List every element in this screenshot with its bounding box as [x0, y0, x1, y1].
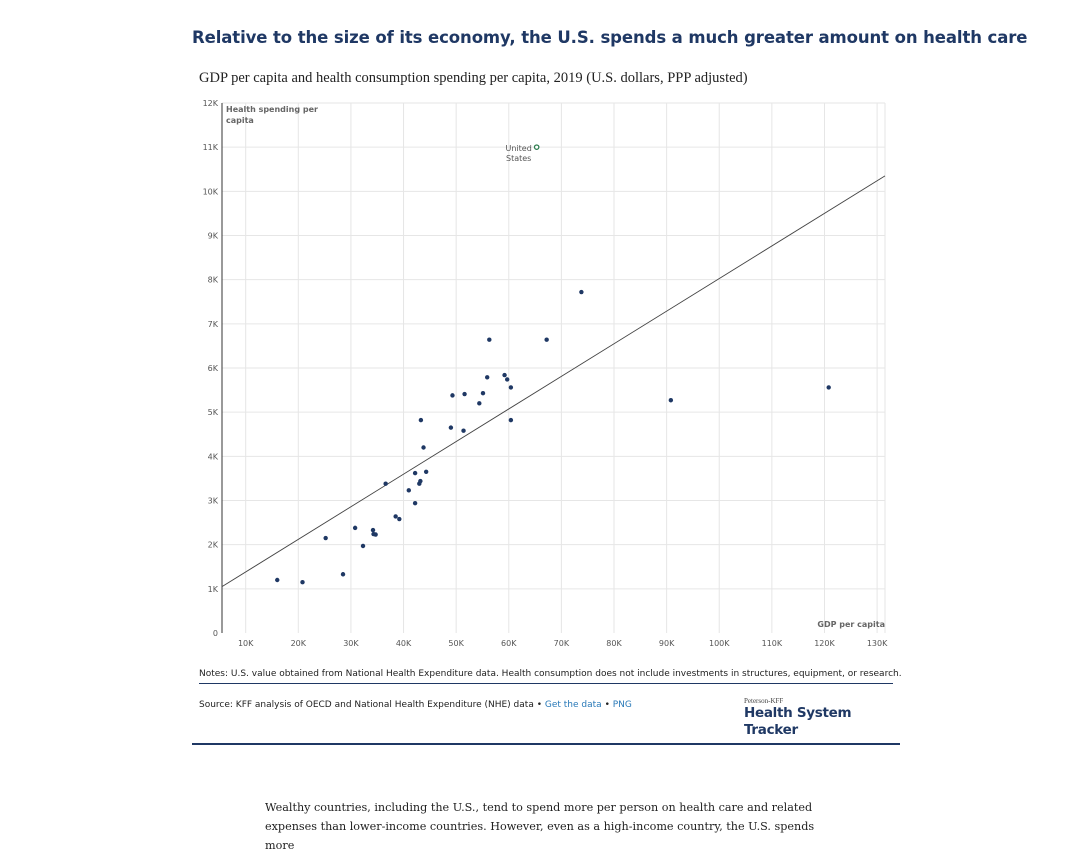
us-point-label: United [506, 144, 532, 153]
x-tick-label: 60K [501, 639, 517, 648]
data-point [323, 535, 328, 541]
x-tick-label: 10K [238, 639, 254, 648]
x-tick-label: 20K [291, 639, 307, 648]
data-point [579, 289, 584, 295]
data-point [340, 572, 346, 577]
data-point [406, 488, 411, 493]
x-tick-label: 80K [606, 639, 622, 648]
data-point [383, 481, 388, 486]
article-paragraph: Wealthy countries, including the U.S., t… [265, 801, 815, 852]
logo-subtext: Peterson-KFF [744, 697, 784, 705]
scatter-chart: 0 1K 2K 3K 4K 5K 6K 7K 8K 9K 10K 11K 12K 10K 20K 30K 40K… [203, 99, 889, 648]
data-point [423, 469, 429, 474]
data-point [393, 514, 398, 519]
chart-notes: Notes: U.S. value obtained from National… [199, 669, 902, 679]
data-point [480, 390, 486, 396]
data-point [504, 377, 510, 382]
x-tick-label: 100K [709, 639, 730, 648]
y-tick-label: 9K [208, 232, 219, 241]
us-data-point [533, 144, 540, 151]
data-point [421, 445, 426, 450]
x-tick-label: 90K [659, 639, 675, 648]
y-tick-label: 7K [208, 320, 219, 329]
y-tick-label: 8K [208, 276, 219, 285]
data-point [462, 391, 467, 397]
data-point [450, 393, 455, 398]
x-tick-label: 130K [867, 639, 888, 648]
data-point [448, 425, 454, 430]
y-tick-label: 0 [213, 629, 218, 638]
data-point [373, 532, 378, 537]
png-link[interactable]: PNG [612, 700, 632, 710]
y-tick-label: 10K [203, 187, 219, 196]
data-point [485, 375, 490, 380]
data-point [668, 398, 674, 403]
x-axis-title: GDP per capita [817, 620, 885, 629]
axis-labels: 0 1K 2K 3K 4K 5K 6K 7K 8K 9K 10K 11K 12K 10K 20K 30K 40K… [203, 99, 889, 648]
data-point [508, 385, 514, 390]
trend-line-group [221, 175, 886, 588]
divider-thin [199, 683, 893, 684]
health-system-tracker-logo[interactable]: Peterson-KFF Health System Tracker [744, 697, 894, 739]
y-axis-title: capita [226, 116, 254, 125]
data-point [418, 478, 423, 484]
data-point [418, 417, 424, 423]
y-tick-label: 5K [208, 408, 219, 417]
data-point [412, 500, 418, 506]
divider-thick [192, 743, 900, 745]
y-tick-label: 2K [208, 541, 219, 550]
y-tick-label: 3K [208, 497, 219, 506]
data-point [508, 417, 514, 423]
y-tick-label: 11K [203, 143, 219, 152]
data-point [412, 470, 418, 476]
x-tick-label: 70K [554, 639, 570, 648]
x-tick-label: 40K [396, 639, 412, 648]
y-tick-label: 4K [208, 452, 219, 461]
chart-title: Relative to the size of its economy, the… [192, 28, 1028, 47]
data-point [370, 527, 376, 533]
data-point [275, 577, 280, 583]
y-tick-label: 12K [203, 99, 219, 108]
data-points [275, 144, 831, 585]
x-tick-label: 120K [814, 639, 835, 648]
x-tick-label: 50K [448, 639, 464, 648]
data-point [461, 428, 466, 433]
data-point [477, 401, 482, 406]
data-point [360, 543, 366, 549]
y-tick-label: 1K [208, 585, 219, 594]
get-the-data-link[interactable]: Get the data [544, 700, 602, 710]
source-separator: • [604, 700, 610, 710]
y-axis-title: Health spending per [226, 105, 318, 114]
data-point [502, 372, 507, 378]
data-point [826, 385, 831, 390]
data-point [397, 516, 402, 522]
source-text: Source: KFF analysis of OECD and Nationa… [199, 700, 542, 710]
y-tick-label: 6K [208, 364, 219, 373]
x-tick-label: 110K [762, 639, 783, 648]
x-tick-label: 30K [343, 639, 359, 648]
data-point [300, 580, 305, 585]
chart-source: Source: KFF analysis of OECD and Nationa… [199, 700, 632, 710]
grid-lines [222, 102, 886, 633]
data-point [544, 337, 549, 342]
us-point-label: States [506, 154, 531, 163]
logo-text: Health System Tracker [744, 705, 852, 738]
data-point [352, 525, 358, 531]
chart-subtitle: GDP per capita and health consumption sp… [199, 70, 748, 86]
trend-line [221, 175, 886, 588]
data-point [487, 337, 492, 342]
